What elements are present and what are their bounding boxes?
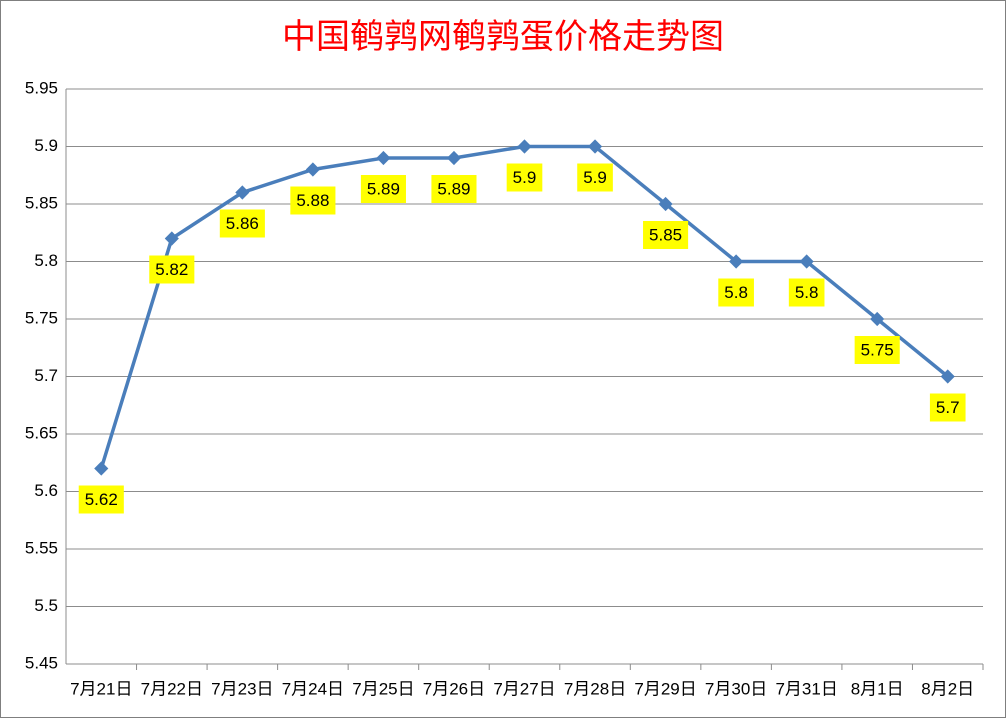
value-label-bg [78,485,124,514]
marker [94,461,109,476]
marker [870,311,885,327]
y-tick-label: 5.6 [34,481,58,500]
marker [658,196,673,212]
value-label-text: 5.86 [226,214,259,233]
value-label-bg [577,163,613,192]
value-label: 5.8 [718,278,754,307]
marker [376,150,391,166]
y-tick-label: 5.5 [34,596,58,615]
marker [587,139,603,154]
y-tick-label: 5.9 [34,136,58,155]
value-label-text: 5.89 [367,179,400,198]
value-label: 5.86 [219,209,265,238]
value-label-text: 5.9 [583,168,607,187]
value-label-bg [788,278,825,307]
x-tick-label: 7月24日 [282,679,344,698]
value-label-bg [718,278,754,307]
value-label-bg [219,209,265,238]
y-tick-label: 5.85 [25,193,58,212]
value-label: 5.62 [78,485,124,514]
value-label: 5.9 [577,163,613,192]
value-label: 5.89 [431,175,477,203]
x-tick-label: 7月27日 [493,679,555,698]
x-tick-label: 7月22日 [141,679,203,698]
value-label: 5.89 [360,175,406,203]
value-label-bg [929,393,966,422]
value-label-text: 5.85 [649,225,682,244]
y-tick-label: 5.65 [25,423,58,442]
value-label-text: 5.8 [795,283,819,302]
marker [729,254,744,269]
x-tick-label: 7月31日 [775,679,837,698]
marker [940,369,955,384]
value-label-text: 5.75 [861,340,894,359]
value-label-text: 5.88 [296,191,329,210]
marker [446,150,462,166]
marker [164,231,179,246]
value-label-bg [149,255,195,284]
value-label-text: 5.82 [155,260,188,279]
y-tick-label: 5.75 [25,308,58,327]
x-tick-label: 7月23日 [211,679,273,698]
x-tick-label: 7月30日 [705,679,767,698]
x-tick-label: 7月29日 [634,679,696,698]
y-tick-label: 5.45 [25,653,58,672]
value-label: 5.7 [929,393,966,422]
value-label-text: 5.7 [936,398,960,417]
x-tick-label: 7月26日 [423,679,485,698]
value-label-bg [643,221,689,249]
y-tick-label: 5.8 [34,251,58,270]
value-label-text: 5.8 [724,283,748,302]
marker [517,139,532,154]
value-label-bg [290,186,336,215]
value-label: 5.85 [643,221,689,249]
marker [305,162,320,177]
value-label-bg [431,175,477,203]
value-label: 5.82 [149,255,195,284]
x-tick-label: 8月1日 [851,679,904,698]
value-label-text: 5.62 [85,490,118,509]
marker [235,185,250,200]
value-label-bg [506,163,543,192]
x-tick-label: 7月28日 [564,679,626,698]
x-tick-label: 7月25日 [352,679,414,698]
y-tick-label: 5.95 [25,78,58,97]
value-label-bg [360,175,406,203]
value-label-text: 5.9 [513,168,537,187]
value-label-text: 5.89 [437,179,470,198]
value-label: 5.9 [506,163,543,192]
chart-title: 中国鹌鹑网鹌鹑蛋价格走势图 [282,18,724,56]
value-label: 5.88 [290,186,336,215]
y-tick-label: 5.55 [25,538,58,557]
marker [799,254,814,269]
value-label: 5.75 [854,336,900,364]
x-tick-label: 8月2日 [921,679,974,698]
x-tick-label: 7月21日 [70,679,132,698]
value-label-bg [854,336,900,364]
y-tick-label: 5.7 [34,366,58,385]
value-label: 5.8 [788,278,825,307]
